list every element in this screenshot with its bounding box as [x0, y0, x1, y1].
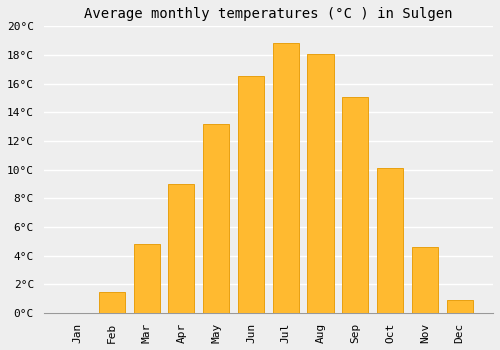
- Bar: [412, 247, 438, 313]
- Bar: [377, 168, 403, 313]
- Bar: [272, 43, 299, 313]
- Bar: [203, 124, 229, 313]
- Bar: [134, 244, 160, 313]
- Bar: [342, 97, 368, 313]
- Bar: [238, 76, 264, 313]
- Bar: [446, 300, 472, 313]
- Title: Average monthly temperatures (°C ) in Sulgen: Average monthly temperatures (°C ) in Su…: [84, 7, 452, 21]
- Bar: [308, 54, 334, 313]
- Bar: [99, 292, 125, 313]
- Bar: [168, 184, 194, 313]
